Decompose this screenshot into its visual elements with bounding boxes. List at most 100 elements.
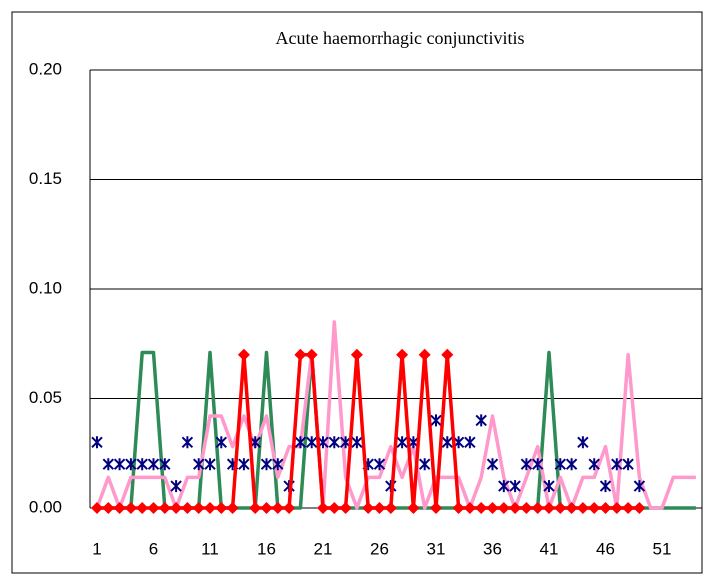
asterisk-marker [554, 458, 567, 471]
diamond-marker [339, 502, 352, 514]
diamond-marker [588, 502, 601, 514]
diamond-marker [237, 348, 250, 361]
asterisk-marker [565, 458, 578, 471]
asterisk-marker [192, 458, 205, 471]
diamond-marker [158, 502, 171, 514]
asterisk-marker [204, 458, 216, 471]
x-tick-label: 51 [653, 539, 672, 558]
asterisk-marker [181, 436, 194, 449]
asterisk-marker [509, 480, 521, 493]
diamond-marker [113, 502, 126, 514]
asterisk-marker [498, 480, 510, 493]
diamond-marker [633, 502, 646, 514]
asterisk-marker [305, 436, 318, 449]
diamond-marker [362, 502, 375, 514]
x-tick-label: 16 [257, 539, 276, 558]
diamond-marker [373, 502, 386, 514]
asterisk-marker [430, 414, 442, 427]
diamond-marker [554, 502, 567, 514]
diamond-marker [486, 502, 499, 514]
y-tick-label: 0.20 [29, 59, 62, 78]
diamond-marker [102, 502, 115, 514]
asterisk-marker [215, 436, 228, 449]
asterisk-marker [520, 458, 533, 471]
asterisk-marker [486, 458, 499, 471]
asterisk-marker [373, 458, 386, 471]
asterisk-marker [147, 458, 160, 471]
x-tick-label: 36 [483, 539, 502, 558]
diamond-marker [407, 502, 420, 514]
diamond-marker [192, 502, 205, 514]
diamond-marker [452, 502, 465, 514]
x-tick-label: 46 [596, 539, 615, 558]
diamond-marker [475, 502, 488, 514]
asterisk-marker [159, 458, 171, 471]
diamond-marker [430, 502, 442, 514]
diamond-marker [509, 502, 522, 514]
asterisk-marker [170, 480, 182, 493]
chart-title: Acute haemorrhagic conjunctivitis [276, 28, 525, 48]
diamond-marker [520, 502, 533, 514]
diamond-marker [565, 502, 578, 514]
diamond-marker [305, 348, 318, 361]
diamond-marker [599, 502, 612, 514]
x-tick-label: 26 [370, 539, 389, 558]
y-tick-label: 0.00 [29, 497, 62, 516]
x-tick-label: 21 [314, 539, 333, 558]
diamond-marker [283, 502, 296, 514]
diamond-marker [294, 348, 307, 361]
diamond-marker [260, 502, 273, 514]
diamond-marker [576, 502, 589, 514]
diamond-marker [328, 502, 341, 514]
asterisk-marker [633, 480, 646, 493]
x-tick-label: 31 [427, 539, 446, 558]
diamond-marker [271, 502, 284, 514]
asterisk-marker [294, 436, 307, 449]
asterisk-marker [543, 480, 555, 493]
asterisk-marker [91, 436, 103, 449]
diamond-marker [317, 502, 329, 514]
asterisk-marker [599, 480, 612, 493]
asterisk-marker [125, 458, 137, 471]
diamond-marker [610, 502, 623, 514]
diamond-marker [622, 502, 635, 514]
y-tick-label: 0.05 [29, 388, 62, 407]
diamond-marker [384, 502, 397, 514]
asterisk-marker [396, 436, 408, 449]
diamond-marker [124, 502, 137, 514]
diamond-marker [543, 502, 555, 514]
asterisk-marker [260, 458, 273, 471]
asterisk-marker [418, 458, 431, 471]
diamond-marker [136, 502, 149, 514]
diamond-marker [170, 502, 183, 514]
asterisk-marker [577, 436, 589, 449]
asterisk-marker [272, 458, 284, 471]
asterisk-marker [622, 458, 634, 471]
y-tick-label: 0.10 [29, 278, 62, 297]
asterisk-marker [136, 458, 148, 471]
diamond-marker [181, 502, 194, 514]
asterisk-marker [464, 436, 476, 449]
diamond-marker [418, 348, 431, 361]
diamond-marker [463, 502, 476, 514]
diamond-marker [249, 502, 262, 514]
x-tick-label: 6 [149, 539, 158, 558]
diamond-marker [350, 348, 363, 361]
asterisk-marker [475, 414, 487, 427]
diamond-marker [441, 348, 454, 361]
asterisk-marker [531, 458, 544, 471]
diamond-marker [204, 502, 216, 514]
x-tick-label: 1 [92, 539, 101, 558]
diamond-marker [215, 502, 228, 514]
diamond-marker [91, 502, 103, 514]
diamond-marker [396, 348, 409, 361]
asterisk-marker [113, 458, 126, 471]
diamond-marker [147, 502, 160, 514]
x-tick-label: 11 [201, 539, 219, 558]
asterisk-marker [102, 458, 115, 471]
asterisk-marker [238, 458, 250, 471]
asterisk-marker [611, 458, 623, 471]
x-tick-label: 41 [540, 539, 559, 558]
asterisk-marker [588, 458, 600, 471]
